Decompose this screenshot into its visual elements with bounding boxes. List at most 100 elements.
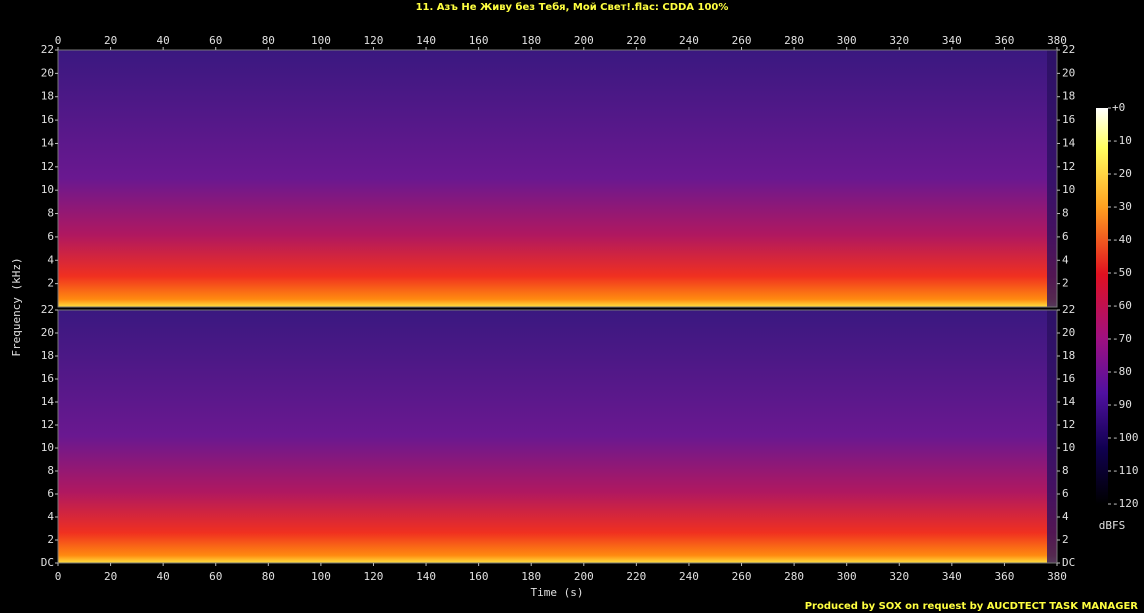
y-tick-label: 10 [41, 441, 54, 454]
y-tick-label: 22 [41, 303, 54, 316]
y-tick-label-right: 8 [1062, 464, 1069, 477]
y-tick-label: 8 [47, 464, 54, 477]
colorbar-tick-label: -10 [1112, 134, 1132, 147]
y-axis-label: Frequency (kHz) [10, 257, 23, 356]
x-tick-label: 140 [416, 34, 436, 47]
x-tick-label: 380 [1047, 34, 1067, 47]
colorbar [1096, 108, 1108, 504]
x-tick-label: 140 [416, 570, 436, 583]
y-tick-label-right: DC [1062, 556, 1075, 569]
colorbar-tick-label: -100 [1112, 431, 1139, 444]
colorbar-tick-label: -50 [1112, 266, 1132, 279]
y-tick-label-right: 6 [1062, 487, 1069, 500]
y-tick-label: 16 [41, 372, 54, 385]
y-tick-label: 20 [41, 66, 54, 79]
y-tick-label: 8 [47, 207, 54, 220]
x-tick-label: 300 [837, 34, 857, 47]
y-tick-label-right: 12 [1062, 160, 1075, 173]
footer: Produced by SOX on request by AUCDTECT T… [805, 601, 1139, 612]
colorbar-label: dBFS [1099, 519, 1126, 532]
x-tick-label: 240 [679, 570, 699, 583]
colorbar-tick-label: -110 [1112, 464, 1139, 477]
colorbar-tick-label: -90 [1112, 398, 1132, 411]
y-tick-label-right: 14 [1062, 395, 1076, 408]
colorbar-tick-label: -30 [1112, 200, 1132, 213]
y-tick-label: 16 [41, 113, 54, 126]
plot-frame [57, 49, 1058, 308]
x-tick-label: 360 [994, 34, 1014, 47]
x-tick-label: 80 [262, 570, 275, 583]
y-tick-label-right: 2 [1062, 277, 1069, 290]
y-tick-label-right: 18 [1062, 90, 1075, 103]
y-tick-label: DC [41, 556, 54, 569]
spectrogram-silence [1047, 310, 1057, 563]
y-tick-label: 18 [41, 90, 54, 103]
y-tick-label-right: 6 [1062, 230, 1069, 243]
y-tick-label: 6 [47, 230, 54, 243]
x-tick-label: 360 [994, 570, 1014, 583]
x-tick-label: 340 [942, 570, 962, 583]
y-tick-label: 12 [41, 160, 54, 173]
y-tick-label-right: 8 [1062, 207, 1069, 220]
x-tick-label: 180 [521, 34, 541, 47]
x-tick-label: 280 [784, 34, 804, 47]
colorbar-tick-label: -60 [1112, 299, 1132, 312]
y-tick-label: 2 [47, 533, 54, 546]
y-tick-label-right: 20 [1062, 326, 1075, 339]
y-tick-label-right: 12 [1062, 418, 1075, 431]
y-tick-label: 14 [41, 395, 55, 408]
x-tick-label: 320 [889, 34, 909, 47]
x-tick-label: 200 [574, 34, 594, 47]
y-tick-label: 2 [47, 277, 54, 290]
x-tick-label: 260 [732, 570, 752, 583]
colorbar-tick-label: +0 [1112, 101, 1125, 114]
x-tick-label: 200 [574, 570, 594, 583]
y-tick-label-right: 16 [1062, 113, 1075, 126]
y-tick-label: 14 [41, 136, 55, 149]
spectrogram-image [58, 50, 1057, 307]
x-tick-label: 60 [209, 34, 222, 47]
y-tick-label-right: 22 [1062, 43, 1075, 56]
x-tick-label: 180 [521, 570, 541, 583]
x-tick-label: 120 [364, 570, 384, 583]
y-tick-label-right: 4 [1062, 510, 1069, 523]
x-tick-label: 260 [732, 34, 752, 47]
y-tick-label: 12 [41, 418, 54, 431]
x-tick-label: 40 [157, 570, 170, 583]
x-tick-label: 320 [889, 570, 909, 583]
x-tick-label: 120 [364, 34, 384, 47]
x-tick-label: 0 [55, 34, 62, 47]
y-tick-label: 10 [41, 183, 54, 196]
x-tick-label: 20 [104, 34, 117, 47]
y-tick-label: 4 [47, 253, 54, 266]
y-tick-label-right: 16 [1062, 372, 1075, 385]
y-tick-label: 22 [41, 43, 54, 56]
y-tick-label: 20 [41, 326, 54, 339]
y-tick-label-right: 4 [1062, 253, 1069, 266]
x-tick-label: 280 [784, 570, 804, 583]
y-tick-label-right: 22 [1062, 303, 1075, 316]
x-tick-label: 60 [209, 570, 222, 583]
colorbar-tick-label: -80 [1112, 365, 1132, 378]
x-tick-label: 300 [837, 570, 857, 583]
colorbar-tick-label: -20 [1112, 167, 1132, 180]
y-tick-label-right: 10 [1062, 183, 1075, 196]
x-tick-label: 80 [262, 34, 275, 47]
chart-title: 11. Азъ Не Живу без Тебя, Мой Свет!.flac… [416, 1, 729, 13]
x-tick-label: 240 [679, 34, 699, 47]
y-tick-label: 18 [41, 349, 54, 362]
colorbar-tick-label: -120 [1112, 497, 1139, 510]
colorbar-tick-label: -40 [1112, 233, 1132, 246]
x-tick-label: 40 [157, 34, 170, 47]
y-tick-label-right: 2 [1062, 533, 1069, 546]
x-tick-label: 220 [626, 570, 646, 583]
colorbar-tick-label: -70 [1112, 332, 1132, 345]
x-tick-label: 20 [104, 570, 117, 583]
y-tick-label-right: 10 [1062, 441, 1075, 454]
spectrogram-image [58, 310, 1057, 563]
x-tick-label: 0 [55, 570, 62, 583]
y-tick-label: 4 [47, 510, 54, 523]
x-tick-label: 340 [942, 34, 962, 47]
